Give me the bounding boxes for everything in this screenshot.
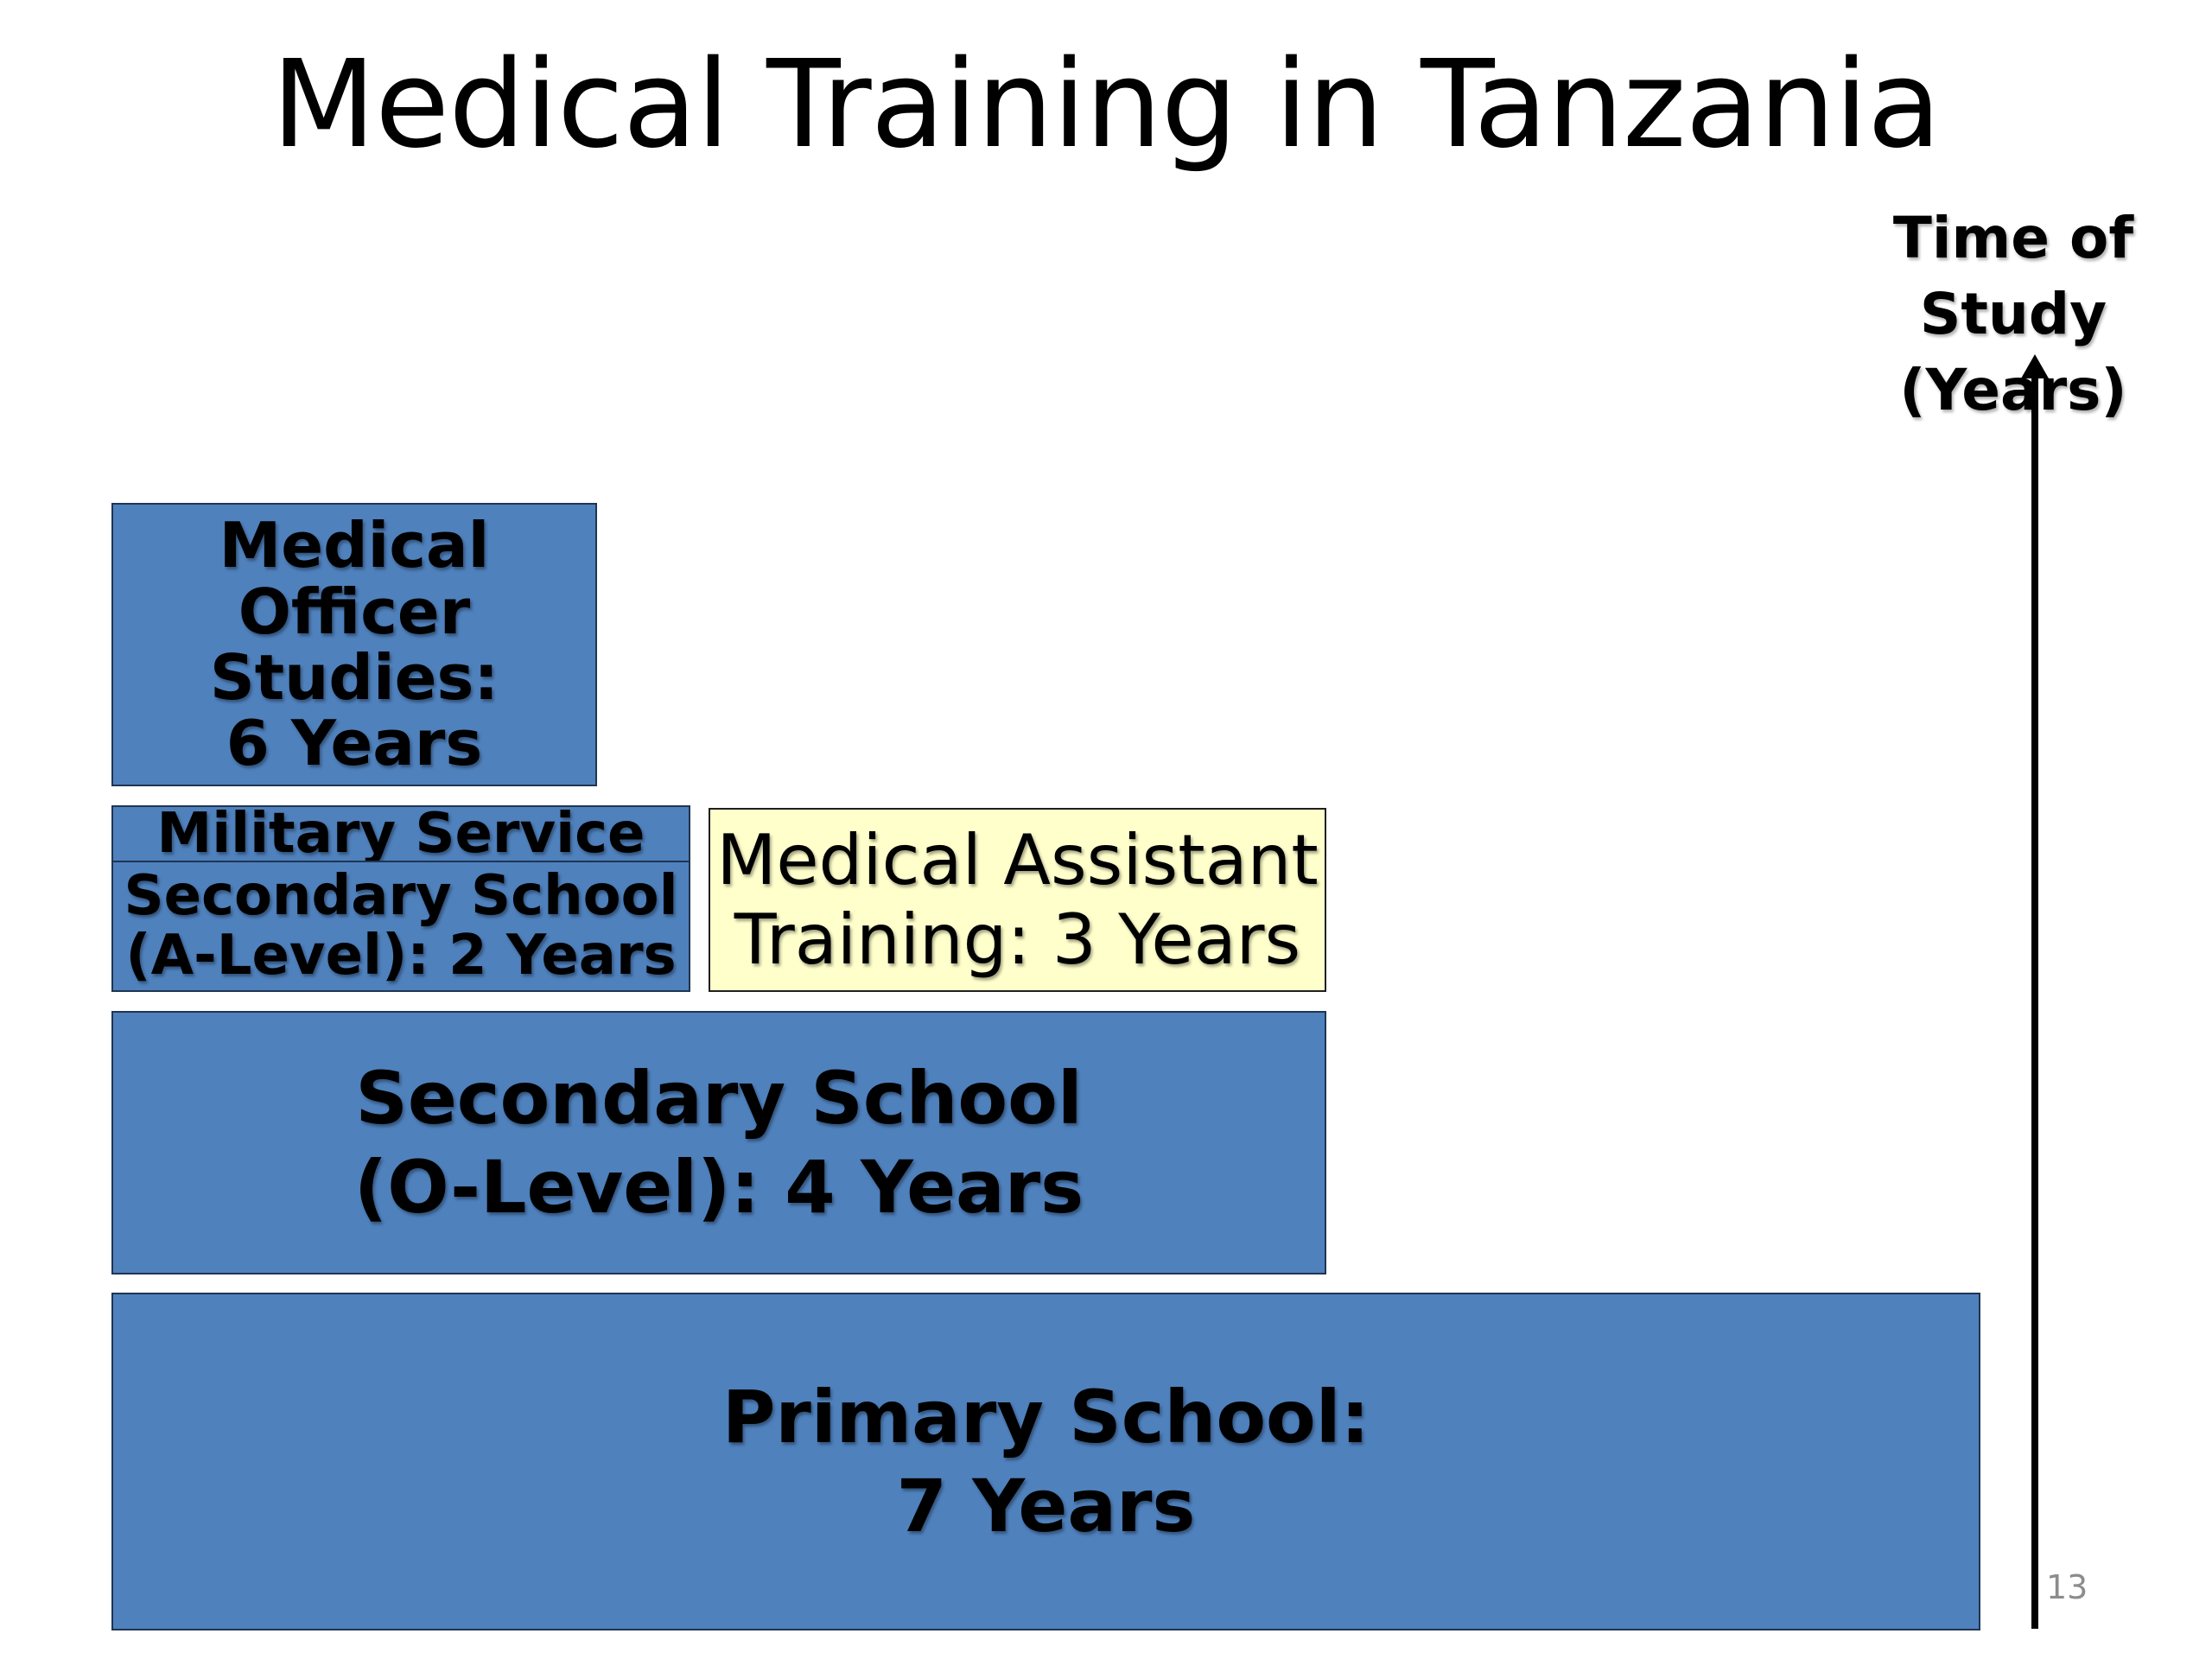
- time-axis-label: Time of Study (Years): [1797, 200, 2212, 429]
- medical-officer-line2: Officer: [238, 575, 471, 648]
- a-level-box: Secondary School (A-Level): 2 Years: [111, 861, 690, 992]
- time-axis-label-line2: (Years): [1899, 357, 2127, 423]
- medical-officer-line1: Medical: [219, 509, 490, 582]
- medical-officer-box: Medical Officer Studies: 6 Years: [111, 503, 597, 786]
- medical-assistant-box: Medical Assistant Training: 3 Years: [709, 808, 1326, 992]
- medical-officer-line4: 6 Years: [226, 707, 483, 780]
- o-level-line2: (O-Level): 4 Years: [353, 1144, 1084, 1230]
- medical-officer-line3: Studies:: [209, 641, 499, 714]
- military-service-box: Military Service: [111, 802, 690, 866]
- o-level-box: Secondary School (O-Level): 4 Years: [111, 1011, 1326, 1274]
- page-number: 13: [2046, 1568, 2088, 1606]
- o-level-line1: Secondary School: [355, 1056, 1083, 1141]
- a-level-line2: (A-Level): 2 Years: [125, 924, 677, 988]
- medical-assistant-line1: Medical Assistant: [716, 819, 1319, 900]
- primary-school-line1: Primary School:: [721, 1375, 1370, 1460]
- medical-assistant-line2: Training: 3 Years: [734, 899, 1301, 980]
- time-axis-label-line1: Time of Study: [1892, 205, 2134, 347]
- military-service-label: Military Service: [156, 802, 645, 866]
- primary-school-box: Primary School: 7 Years: [111, 1293, 1980, 1630]
- a-level-line1: Secondary School: [124, 863, 678, 928]
- slide-title: Medical Training in Tanzania: [271, 35, 1941, 175]
- primary-school-line2: 7 Years: [896, 1463, 1196, 1548]
- time-axis-line: [2031, 372, 2038, 1629]
